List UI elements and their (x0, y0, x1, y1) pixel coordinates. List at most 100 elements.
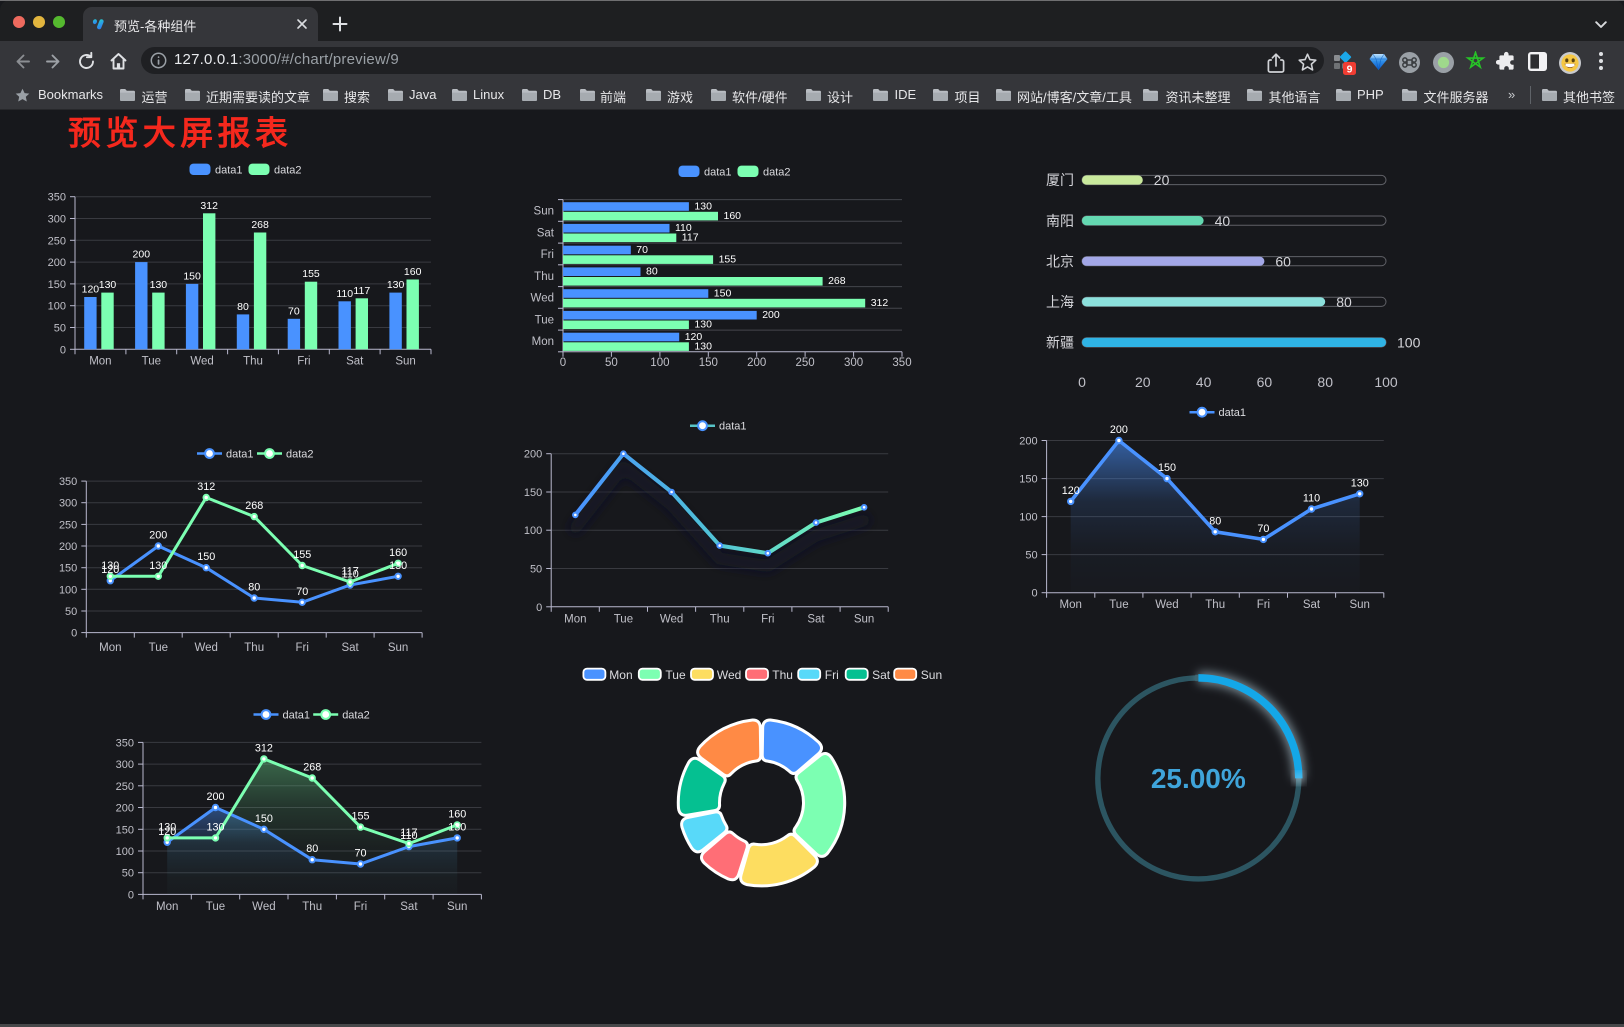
svg-text:350: 350 (116, 737, 134, 749)
svg-text:130: 130 (1351, 477, 1369, 489)
svg-text:120: 120 (1062, 485, 1080, 497)
svg-text:150: 150 (116, 824, 134, 836)
svg-text:9: 9 (1347, 63, 1353, 75)
svg-text:data2: data2 (274, 164, 302, 176)
svg-text:268: 268 (245, 500, 263, 512)
svg-text:120: 120 (82, 284, 100, 296)
svg-text:100: 100 (1374, 374, 1398, 390)
svg-text:data1: data1 (283, 710, 311, 722)
svg-text:Fri: Fri (1257, 599, 1270, 611)
svg-text:300: 300 (59, 498, 77, 510)
svg-text:150: 150 (714, 287, 732, 299)
svg-text:80: 80 (646, 266, 658, 278)
svg-text:100: 100 (650, 357, 669, 369)
svg-text:Sat: Sat (400, 901, 418, 913)
svg-text:110: 110 (1303, 493, 1320, 505)
svg-text:200: 200 (1110, 424, 1128, 436)
svg-text:Tue: Tue (1109, 599, 1128, 611)
svg-text:80: 80 (1336, 294, 1352, 310)
svg-text:Mon: Mon (89, 356, 111, 368)
svg-text:155: 155 (302, 268, 320, 280)
svg-text:新疆: 新疆 (1046, 335, 1074, 351)
svg-text:厦门: 厦门 (1046, 172, 1074, 188)
svg-text:南阳: 南阳 (1046, 213, 1074, 229)
svg-text:Sun: Sun (447, 901, 467, 913)
svg-text:200: 200 (747, 357, 766, 369)
svg-text:130: 130 (694, 200, 712, 212)
svg-text:130: 130 (387, 279, 405, 291)
svg-text:200: 200 (1019, 436, 1037, 448)
svg-text:110: 110 (336, 288, 353, 300)
svg-text:Fri: Fri (297, 356, 310, 368)
svg-text:Mon: Mon (532, 336, 554, 348)
svg-text:120: 120 (101, 564, 119, 576)
svg-text:Sun: Sun (395, 356, 415, 368)
svg-text:Fri: Fri (295, 642, 308, 654)
svg-text:data1: data1 (719, 421, 747, 433)
svg-text:60: 60 (1275, 253, 1291, 269)
svg-text:80: 80 (248, 582, 260, 594)
svg-text:0: 0 (128, 889, 134, 901)
svg-text:200: 200 (116, 803, 134, 815)
svg-text:上海: 上海 (1046, 294, 1074, 310)
svg-text:Tue: Tue (535, 314, 554, 326)
svg-text:130: 130 (149, 560, 167, 572)
svg-text:150: 150 (524, 487, 542, 499)
svg-text:data1: data1 (1219, 407, 1247, 419)
svg-text:130: 130 (448, 821, 466, 833)
svg-text:Sat: Sat (346, 356, 364, 368)
svg-text:Fri: Fri (761, 614, 774, 626)
svg-text:Sat: Sat (1303, 599, 1321, 611)
svg-text:100: 100 (48, 301, 66, 313)
svg-text:北京: 北京 (1046, 253, 1074, 269)
svg-text:Mon: Mon (1060, 599, 1082, 611)
svg-text:250: 250 (59, 519, 77, 531)
svg-text:Sun: Sun (388, 642, 408, 654)
svg-text:Sun: Sun (534, 206, 554, 218)
svg-text:Sat: Sat (872, 668, 891, 682)
svg-text:80: 80 (306, 843, 318, 855)
svg-text:200: 200 (206, 791, 224, 803)
svg-text:Wed: Wed (717, 668, 741, 682)
svg-text:Fri: Fri (825, 668, 839, 682)
svg-text:160: 160 (724, 210, 742, 222)
svg-text:Thu: Thu (1205, 599, 1225, 611)
svg-text:Mon: Mon (564, 614, 586, 626)
svg-text:50: 50 (530, 564, 542, 576)
svg-text:Tue: Tue (206, 901, 225, 913)
svg-text:200: 200 (762, 309, 780, 321)
svg-text:200: 200 (59, 541, 77, 553)
svg-text:350: 350 (892, 357, 911, 369)
svg-text:50: 50 (605, 357, 618, 369)
svg-text:Sat: Sat (807, 614, 825, 626)
svg-text:130: 130 (101, 560, 119, 572)
svg-text:200: 200 (48, 257, 66, 269)
svg-text:Tue: Tue (149, 642, 168, 654)
svg-text:250: 250 (796, 357, 815, 369)
svg-text:80: 80 (1209, 515, 1221, 527)
svg-text:50: 50 (54, 323, 66, 335)
svg-text:20: 20 (1154, 172, 1170, 188)
svg-text:Tue: Tue (614, 614, 633, 626)
svg-text:Tue: Tue (665, 668, 686, 682)
svg-text:150: 150 (1158, 462, 1176, 474)
svg-text:268: 268 (251, 219, 269, 231)
svg-text:350: 350 (48, 192, 66, 204)
svg-text:312: 312 (255, 742, 273, 754)
svg-text:300: 300 (844, 357, 863, 369)
svg-text:Wed: Wed (1155, 599, 1178, 611)
svg-text:130: 130 (150, 279, 168, 291)
svg-text:70: 70 (354, 848, 366, 860)
svg-text:20: 20 (1135, 374, 1151, 390)
svg-text:50: 50 (65, 606, 77, 618)
svg-text:150: 150 (1019, 474, 1037, 486)
svg-text:100: 100 (59, 584, 77, 596)
svg-text:data1: data1 (226, 449, 254, 461)
svg-text:50: 50 (1025, 550, 1037, 562)
svg-text:130: 130 (206, 821, 224, 833)
svg-text:300: 300 (116, 759, 134, 771)
svg-text:40: 40 (1196, 374, 1212, 390)
svg-text:Thu: Thu (710, 614, 730, 626)
svg-text:Wed: Wed (531, 293, 554, 305)
svg-text:Tue: Tue (142, 356, 161, 368)
